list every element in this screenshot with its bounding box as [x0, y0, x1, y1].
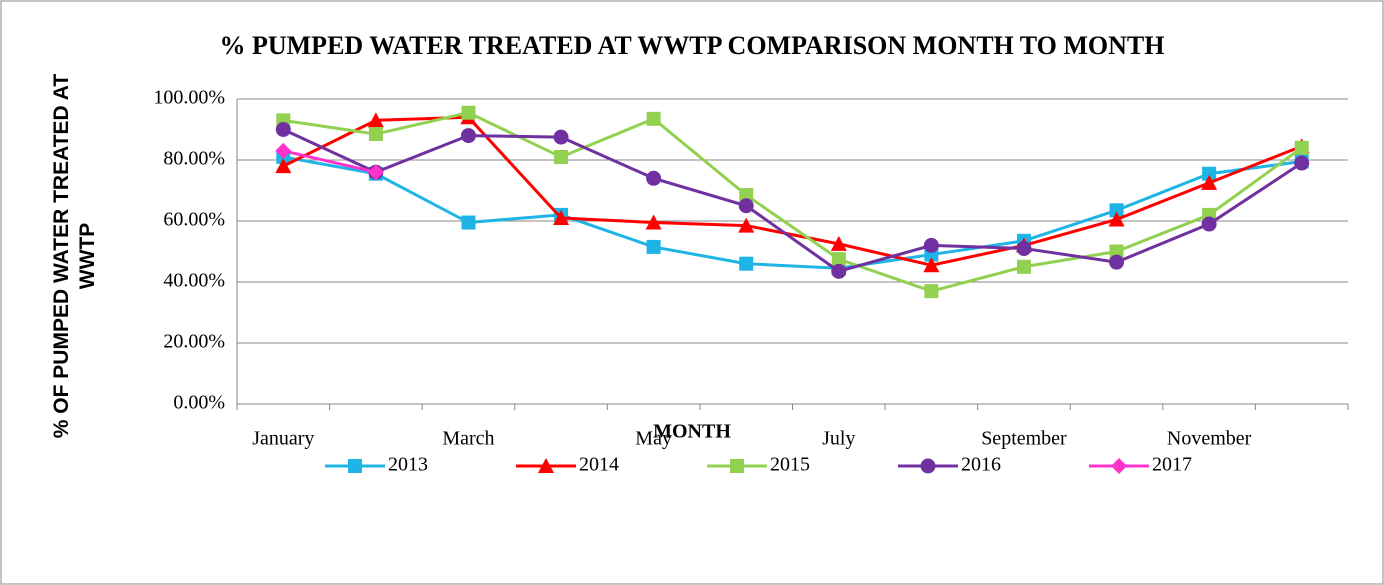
y-tick-label: 20.00% [163, 331, 225, 353]
legend-marker [348, 459, 362, 473]
data-point [924, 284, 939, 299]
data-point [646, 239, 661, 254]
data-point [553, 129, 569, 145]
data-point [739, 256, 754, 271]
legend-label: 2013 [388, 454, 428, 476]
data-point [460, 128, 476, 144]
data-point [738, 198, 754, 214]
data-point [275, 158, 292, 174]
series-line [282, 149, 377, 174]
data-point [831, 263, 847, 279]
data-point [368, 127, 383, 142]
data-point [1294, 140, 1309, 155]
data-point [461, 105, 476, 120]
data-point [1109, 254, 1125, 270]
series-line [283, 155, 1302, 270]
data-point [738, 217, 755, 233]
data-point [1016, 259, 1031, 274]
chart-title: % PUMPED WATER TREATED AT WWTP COMPARISO… [219, 31, 1164, 60]
data-point [646, 111, 661, 126]
data-point [367, 164, 384, 181]
legend-label: 2015 [770, 454, 810, 476]
x-tick-label: January [252, 428, 314, 450]
data-point [645, 214, 662, 230]
x-axis-label: MONTH [653, 421, 731, 443]
y-tick-label: 60.00% [163, 209, 225, 231]
legend-marker [1111, 458, 1127, 474]
y-tick-label: 80.00% [163, 148, 225, 170]
legend-label: 2014 [579, 454, 619, 476]
legend-marker [920, 458, 936, 474]
data-point [554, 149, 569, 164]
data-point [1109, 244, 1124, 259]
data-point [275, 142, 292, 159]
legend-marker [538, 458, 554, 473]
series-line [283, 111, 1303, 293]
x-tick-label: September [981, 428, 1067, 450]
data-point [1108, 211, 1125, 227]
data-point [1109, 203, 1124, 218]
legend-label: 2016 [961, 454, 1001, 476]
data-point [1202, 166, 1217, 181]
y-tick-label: 0.00% [173, 392, 225, 414]
data-point [923, 257, 940, 273]
data-point [367, 112, 384, 128]
y-tick-label: 100.00% [153, 87, 225, 109]
x-tick-label: July [822, 428, 855, 450]
data-point [553, 209, 570, 225]
data-point [831, 252, 846, 267]
x-tick-label: March [442, 428, 494, 450]
data-point [1016, 240, 1032, 256]
data-point [461, 215, 476, 230]
legend-label: 2017 [1152, 454, 1192, 476]
data-point [1201, 216, 1217, 232]
data-point [739, 188, 754, 203]
x-tick-label: May [635, 428, 672, 450]
data-point [923, 237, 939, 253]
data-point [1201, 174, 1218, 190]
legend-marker [730, 459, 744, 473]
x-tick-label: November [1167, 428, 1252, 450]
y-axis-label: % OF PUMPED WATER TREATED AT WWTP [50, 73, 99, 439]
y-tick-label: 40.00% [163, 270, 225, 292]
data-point [275, 122, 291, 137]
series-line [282, 128, 1303, 273]
data-point [830, 235, 847, 251]
data-point [646, 170, 662, 186]
data-point [1294, 155, 1310, 171]
